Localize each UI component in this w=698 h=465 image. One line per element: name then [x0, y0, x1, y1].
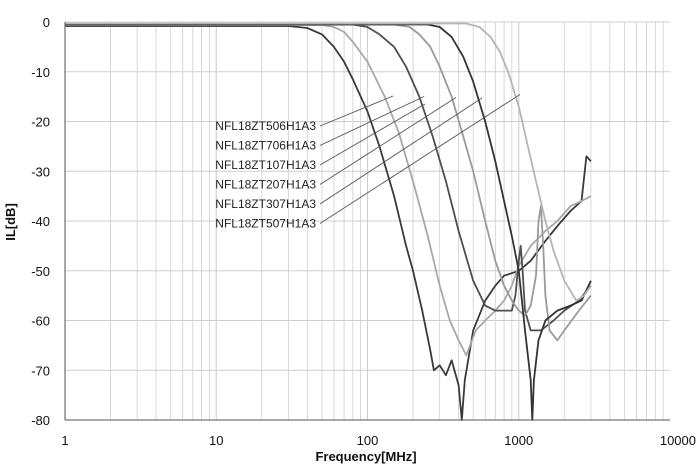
series-label-annotations: NFL18ZT506H1A3 NFL18ZT706H1A3 NFL18ZT107H1… — [215, 94, 521, 231]
axis-frame — [64, 22, 670, 421]
leader-line — [319, 103, 426, 166]
y-tick-label: -50 — [31, 264, 50, 279]
x-tick-label: 1000 — [504, 433, 533, 448]
x-tick-label: 10000 — [660, 433, 696, 448]
y-axis-ticks: 0 -10 -20 -30 -40 -50 -60 -70 -80 — [31, 15, 50, 428]
y-tick-label: -70 — [31, 363, 50, 378]
y-tick-label: -60 — [31, 314, 50, 329]
x-tick-label: 10 — [209, 433, 223, 448]
y-tick-label: -40 — [31, 214, 50, 229]
series-label: NFL18ZT107H1A3 — [215, 158, 316, 172]
series-label: NFL18ZT706H1A3 — [215, 139, 316, 153]
series-line-nfl18zt706h1a3 — [65, 24, 592, 357]
series-line-nfl18zt507h1a3 — [65, 22, 592, 302]
series-label: NFL18ZT507H1A3 — [215, 217, 316, 231]
leader-line — [319, 94, 521, 224]
y-tick-label: -30 — [31, 164, 50, 179]
x-axis-ticks: 1 10 100 1000 10000 — [61, 433, 696, 448]
x-tick-label: 100 — [357, 433, 379, 448]
series-layer — [65, 22, 592, 421]
y-tick-label: -80 — [31, 413, 50, 428]
series-label: NFL18ZT506H1A3 — [215, 119, 316, 133]
series-label: NFL18ZT307H1A3 — [215, 197, 316, 211]
y-tick-label: -20 — [31, 115, 50, 130]
x-axis-title: Frequency[MHz] — [315, 449, 416, 464]
series-line-nfl18zt307h1a3 — [65, 23, 592, 421]
leader-line — [319, 97, 483, 205]
series-line-nfl18zt506h1a3 — [65, 25, 592, 421]
x-tick-label: 1 — [61, 433, 68, 448]
leader-line — [319, 95, 394, 127]
y-tick-label: -10 — [31, 65, 50, 80]
series-label: NFL18ZT207H1A3 — [215, 178, 316, 192]
series-line-nfl18zt107h1a3 — [65, 23, 592, 332]
y-axis-title: IL[dB] — [3, 203, 18, 241]
y-tick-label: 0 — [43, 15, 50, 30]
leader-line — [319, 97, 457, 185]
leader-line — [319, 96, 425, 146]
